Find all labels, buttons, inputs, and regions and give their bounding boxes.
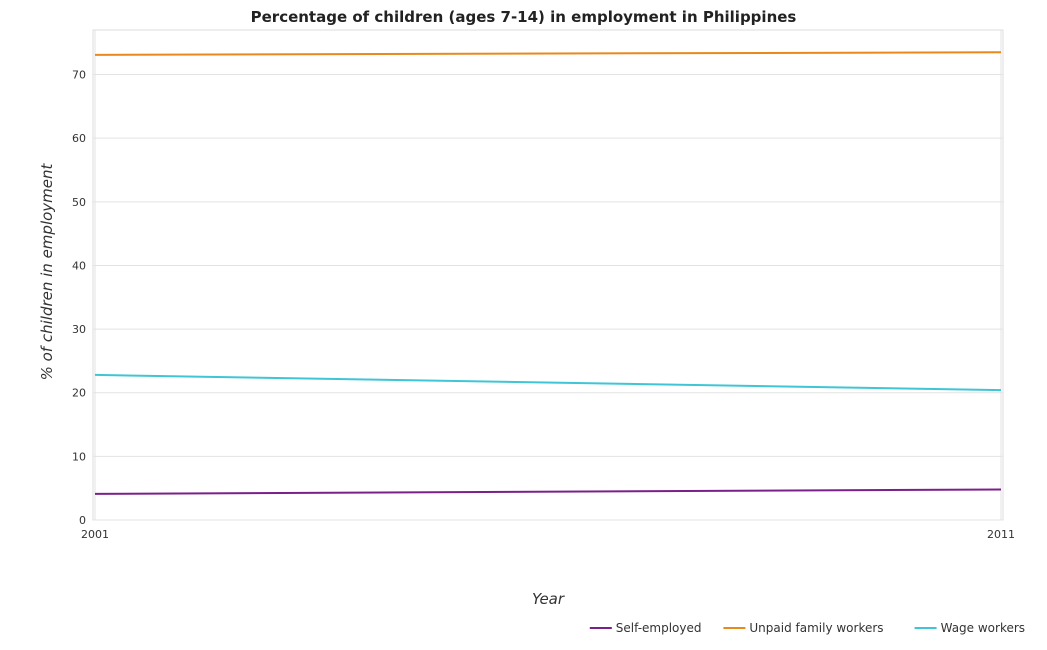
grid: [92, 29, 1004, 521]
y-tick-label: 60: [72, 132, 86, 145]
legend-label: Wage workers: [941, 621, 1025, 635]
y-tick-label: 50: [72, 196, 86, 209]
y-tick-label: 20: [72, 387, 86, 400]
legend: Self-employed Unpaid family workers Wage w…: [589, 621, 1025, 635]
y-tick-label: 0: [79, 514, 86, 527]
chart-title: Percentage of children (ages 7-14) in em…: [250, 8, 797, 26]
series-lines: [94, 51, 1002, 495]
legend-label: Self-employed: [616, 621, 702, 635]
axes: 0 10 20 30 40 50 60 70 2001 2011: [72, 69, 1015, 541]
x-tick-label: 2011: [987, 528, 1015, 541]
x-tick-label: 2001: [81, 528, 109, 541]
y-axis-title: % of children in employment: [38, 162, 56, 380]
series-line: [94, 373, 1002, 392]
legend-label: Unpaid family workers: [749, 621, 883, 635]
series-line: [94, 51, 1002, 56]
y-tick-label: 10: [72, 450, 86, 463]
y-tick-label: 30: [72, 323, 86, 336]
y-tick-label: 40: [72, 259, 86, 272]
plot-area: [92, 29, 1004, 521]
y-tick-label: 70: [72, 69, 86, 82]
series-line: [94, 488, 1002, 495]
x-axis-title: Year: [532, 590, 565, 608]
